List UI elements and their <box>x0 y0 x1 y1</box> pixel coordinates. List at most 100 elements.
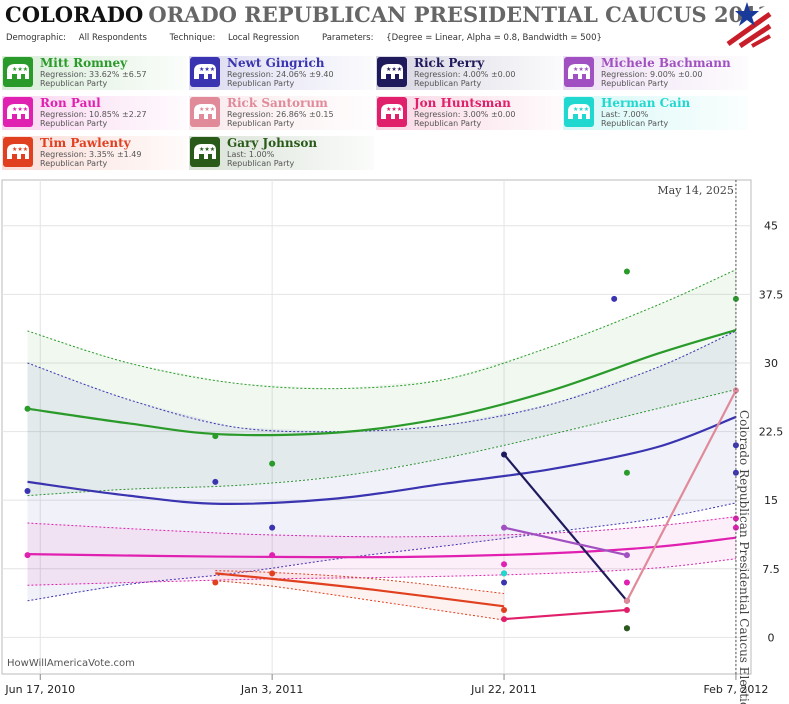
svg-text:★★★: ★★★ <box>12 66 28 73</box>
data-point-newt-gingrich <box>611 295 618 302</box>
svg-text:★★★: ★★★ <box>386 106 402 113</box>
poll-chart: 0 7.5 15 22.5 30 37.5 45 Jun 17, 2010 Jan 3, 201… <box>1 179 783 704</box>
technique-label: Technique: <box>169 33 216 43</box>
trend-line-ron-paul <box>27 536 737 559</box>
data-point-newt-gingrich <box>501 579 508 586</box>
data-point-tim-pawlenty <box>212 579 219 586</box>
candidate-party: Republican Party <box>227 119 295 128</box>
data-point-jon-huntsman <box>501 616 508 623</box>
upper-bound-tim-pawlenty <box>215 570 505 594</box>
elephant-icon: ★★★ <box>3 57 33 87</box>
svg-text:★★★: ★★★ <box>12 146 28 153</box>
flag-star-icon <box>724 2 772 48</box>
lower-bound-newt-gingrich <box>27 502 737 602</box>
candidate-name: Ron Paul <box>40 96 101 110</box>
data-point-mitt-romney <box>269 460 276 467</box>
candidate-name: Michele Bachmann <box>601 56 731 70</box>
demographic-value: All Respondents <box>78 33 147 43</box>
elephant-icon: ★★★ <box>190 57 220 87</box>
x-tick-label: Jun 17, 2010 <box>4 683 75 696</box>
y-tick-label: 0 <box>768 631 775 644</box>
candidate-stat: Regression: 10.85% ±2.27 <box>40 110 147 119</box>
candidate-name: Newt Gingrich <box>227 56 325 70</box>
candidate-card-herman-cain[interactable]: ★★★ Herman Cain Last: 7.00% Republican Part… <box>563 96 748 130</box>
data-point-tim-pawlenty <box>501 606 508 613</box>
candidate-card-mitt-romney[interactable]: ★★★ Mitt Romney Regression: 33.62% ±6.57 Re… <box>2 56 187 90</box>
elephant-icon: ★★★ <box>377 97 407 127</box>
candidate-party: Republican Party <box>40 119 108 128</box>
page-title: COLORADO ORADO REPUBLICAN PRESIDENTIAL C… <box>5 2 772 34</box>
candidate-stat: Regression: 3.00% ±0.00 <box>414 110 516 119</box>
data-point-ron-paul <box>501 561 508 568</box>
elephant-icon: ★★★ <box>3 137 33 167</box>
data-point-mitt-romney <box>623 469 630 476</box>
candidate-card-jon-huntsman[interactable]: ★★★ Jon Huntsman Regression: 3.00% ±0.00 Re… <box>376 96 561 130</box>
credit-label: HowWillAmericaVote.com <box>7 658 135 669</box>
candidate-stat: Regression: 26.86% ±0.15 <box>227 110 334 119</box>
data-point-ron-paul <box>269 552 276 559</box>
elephant-icon: ★★★ <box>377 57 407 87</box>
candidate-party: Republican Party <box>40 159 108 168</box>
y-tick-label: 45 <box>764 220 778 233</box>
data-point-mitt-romney <box>732 295 739 302</box>
elephant-icon: ★★★ <box>3 97 33 127</box>
y-tick-label: 30 <box>764 357 778 370</box>
candidate-stat: Regression: 9.00% ±0.00 <box>601 70 703 79</box>
parameters-label: Parameters: <box>321 33 374 43</box>
candidate-card-rick-perry[interactable]: ★★★ Rick Perry Regression: 4.00% ±0.00 Repu… <box>376 56 561 90</box>
data-point-ron-paul <box>623 579 630 586</box>
data-point-newt-gingrich <box>269 524 276 531</box>
elephant-icon: ★★★ <box>190 137 220 167</box>
data-point-tim-pawlenty <box>269 570 276 577</box>
svg-text:★★★: ★★★ <box>573 66 589 73</box>
data-point-jon-huntsman <box>623 606 630 613</box>
data-point-ron-paul <box>24 552 31 559</box>
svg-text:★★★: ★★★ <box>386 66 402 73</box>
candidate-card-ron-paul[interactable]: ★★★ Ron Paul Regression: 10.85% ±2.27 Repub… <box>2 96 187 130</box>
data-point-gary-johnson <box>623 625 630 632</box>
candidate-card-newt-gingrich[interactable]: ★★★ Newt Gingrich Regression: 24.06% ±9.40… <box>189 56 374 90</box>
title-rest: ORADO REPUBLICAN PRESIDENTIAL CAUCUS 201… <box>148 2 773 27</box>
demographic-label: Demographic: <box>6 33 67 43</box>
svg-text:★★★: ★★★ <box>199 66 215 73</box>
candidate-stat: Regression: 4.00% ±0.00 <box>414 70 516 79</box>
candidate-stat: Regression: 33.62% ±6.57 <box>40 70 147 79</box>
trend-line-michele-bachmann <box>503 526 628 557</box>
data-point-ron-paul <box>732 515 739 522</box>
parameters-value: {Degree = Linear, Alpha = 0.8, Bandwidth… <box>386 33 602 43</box>
candidate-stat: Last: 7.00% <box>601 110 649 119</box>
candidate-name: Rick Santorum <box>227 96 328 110</box>
candidate-name: Mitt Romney <box>40 56 128 70</box>
data-point-mitt-romney <box>212 433 219 440</box>
upper-bound-ron-paul <box>27 516 736 538</box>
band-mitt-romney <box>27 269 736 496</box>
candidate-name: Rick Perry <box>414 56 485 70</box>
data-point-herman-cain <box>501 570 508 577</box>
data-point-mitt-romney <box>623 268 630 275</box>
data-point-ron-paul <box>732 524 739 531</box>
trend-line-mitt-romney <box>27 328 737 437</box>
candidate-name: Gary Johnson <box>227 136 318 150</box>
data-point-michele-bachmann <box>623 552 630 559</box>
candidate-card-gary-johnson[interactable]: ★★★ Gary Johnson Last: 1.00% Republican Par… <box>189 136 374 170</box>
lower-bound-mitt-romney <box>27 389 737 497</box>
candidate-card-tim-pawlenty[interactable]: ★★★ Tim Pawlenty Regression: 3.35% ±1.49 Re… <box>2 136 187 170</box>
current-date-label: May 14, 2025 <box>657 184 734 197</box>
candidate-stat: Regression: 3.35% ±1.49 <box>40 150 142 159</box>
band-tim-pawlenty <box>215 570 505 621</box>
trend-line-newt-gingrich <box>27 415 737 505</box>
data-point-newt-gingrich <box>24 488 31 495</box>
title-state: COLORADO <box>5 2 144 27</box>
trend-line-rick-perry <box>503 453 628 602</box>
candidate-stat: Regression: 24.06% ±9.40 <box>227 70 334 79</box>
elephant-icon: ★★★ <box>564 57 594 87</box>
candidate-party: Republican Party <box>227 79 295 88</box>
candidate-card-rick-santorum[interactable]: ★★★ Rick Santorum Regression: 26.86% ±0.15… <box>189 96 374 130</box>
candidate-party: Republican Party <box>601 119 669 128</box>
candidate-card-michele-bachmann[interactable]: ★★★ Michele Bachmann Regression: 9.00% ±0.… <box>563 56 748 90</box>
data-point-michele-bachmann <box>501 524 508 531</box>
upper-bound-newt-gingrich <box>27 330 737 433</box>
trend-line-tim-pawlenty <box>215 572 505 608</box>
y-tick-label: 15 <box>764 494 778 507</box>
trend-line-rick-santorum <box>625 389 737 602</box>
